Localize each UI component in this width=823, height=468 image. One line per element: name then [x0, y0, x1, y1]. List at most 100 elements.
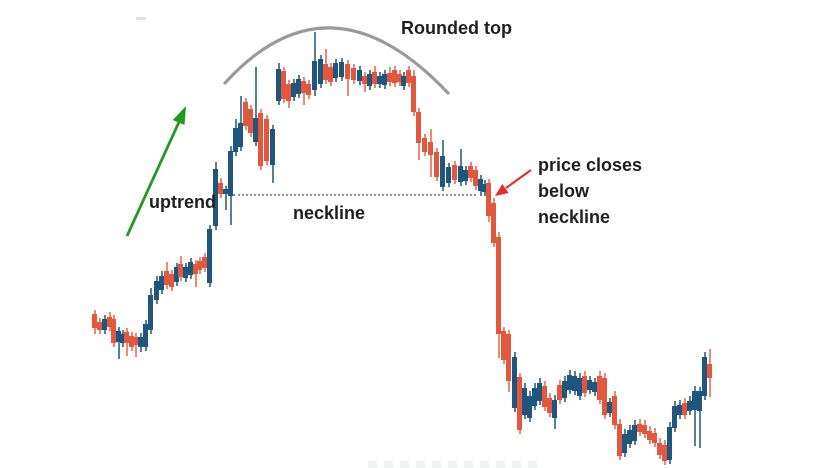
candle-body	[682, 403, 687, 415]
candle-body	[662, 445, 667, 461]
candle-body	[124, 332, 129, 343]
candle-body	[562, 381, 567, 398]
candle-body	[452, 165, 457, 180]
candle-body	[501, 331, 506, 360]
breakdown-label: price closes below neckline	[538, 152, 642, 230]
candle-body	[657, 443, 662, 455]
candle-body	[202, 257, 207, 268]
breakdown-label-line1: price closes	[538, 155, 643, 175]
candle-body	[687, 401, 692, 411]
candle-body	[264, 119, 269, 161]
candle-body	[133, 337, 138, 345]
candle-body	[491, 203, 496, 243]
candle-body	[707, 364, 712, 378]
candle-body	[197, 261, 202, 270]
candle-body	[446, 167, 451, 183]
candle-body	[238, 123, 243, 147]
candle-body	[174, 267, 179, 282]
candle-body	[102, 319, 107, 330]
candle-body	[97, 322, 102, 330]
candle-body	[637, 424, 642, 432]
candle-body	[496, 237, 501, 334]
candle-body	[592, 382, 597, 392]
candle-body	[411, 76, 416, 112]
candle-body	[697, 391, 702, 411]
candle-wick	[699, 387, 701, 448]
candle-wick	[255, 67, 257, 146]
candle-body	[672, 406, 677, 428]
candle-body	[116, 331, 121, 342]
candle-body	[92, 314, 97, 328]
stray-gray-dash	[136, 17, 146, 20]
candle-body	[652, 433, 657, 443]
candle-body	[312, 61, 317, 90]
breakdown-label-line2: below	[538, 181, 590, 201]
candle-body	[345, 64, 350, 79]
candle-body	[572, 376, 577, 391]
candle-body	[506, 334, 511, 381]
candle-body	[627, 430, 632, 444]
candle-body	[183, 267, 188, 278]
candle-body	[223, 189, 228, 194]
candle-body	[243, 102, 248, 126]
candle-body	[612, 396, 617, 425]
candle-body	[228, 151, 233, 196]
candle-body	[602, 378, 607, 415]
candle-body	[207, 229, 212, 283]
candle-body	[622, 434, 627, 453]
candle-body	[248, 109, 253, 133]
cropped-caption-remnant	[368, 461, 538, 468]
candle-body	[213, 169, 218, 226]
candle-body	[482, 184, 487, 192]
candle-body	[164, 271, 169, 285]
candle-body	[582, 376, 587, 393]
candle-body	[517, 377, 522, 430]
candle-wick	[225, 186, 227, 210]
candle-body	[677, 405, 682, 415]
candle-body	[422, 138, 427, 152]
candle-body	[253, 118, 258, 142]
candle-body	[129, 336, 134, 347]
candle-body	[597, 376, 602, 400]
candle-body	[577, 378, 582, 396]
candle-body	[607, 402, 612, 413]
candle-body	[567, 375, 572, 390]
candle-body	[416, 112, 421, 143]
candle-body	[478, 179, 483, 191]
candle-body	[463, 170, 468, 181]
candle-body	[148, 295, 153, 330]
candle-body	[557, 385, 562, 400]
candle-body	[258, 113, 263, 166]
candle-body	[587, 380, 592, 390]
candle-body	[159, 276, 164, 290]
candle-wick	[135, 333, 137, 357]
candle-body	[527, 396, 532, 418]
candle-body	[642, 425, 647, 434]
candle-body	[522, 388, 527, 415]
candle-body	[178, 264, 183, 277]
candle-body	[647, 431, 652, 440]
candle-body	[473, 170, 478, 186]
candle-body	[107, 317, 112, 327]
candle-body	[617, 424, 622, 456]
candle-body	[552, 400, 557, 418]
neckline-dotted-line	[233, 194, 476, 196]
candle-body	[434, 152, 439, 177]
candle-body	[188, 262, 193, 275]
candle-body	[218, 183, 223, 194]
candle-body	[306, 84, 311, 95]
candle-body	[428, 142, 433, 155]
candle-body	[138, 337, 143, 347]
candle-wick	[694, 386, 696, 446]
candle-body	[270, 129, 275, 165]
candle-body	[169, 274, 174, 287]
rounded-top-label: Rounded top	[401, 18, 512, 38]
candle-body	[547, 398, 552, 413]
breakdown-label-line3: neckline	[538, 207, 611, 227]
candle-body	[486, 183, 491, 216]
candle-body	[512, 357, 517, 408]
candle-body	[468, 166, 473, 178]
candle-body	[120, 334, 125, 343]
uptrend-label: uptrend	[149, 192, 216, 212]
